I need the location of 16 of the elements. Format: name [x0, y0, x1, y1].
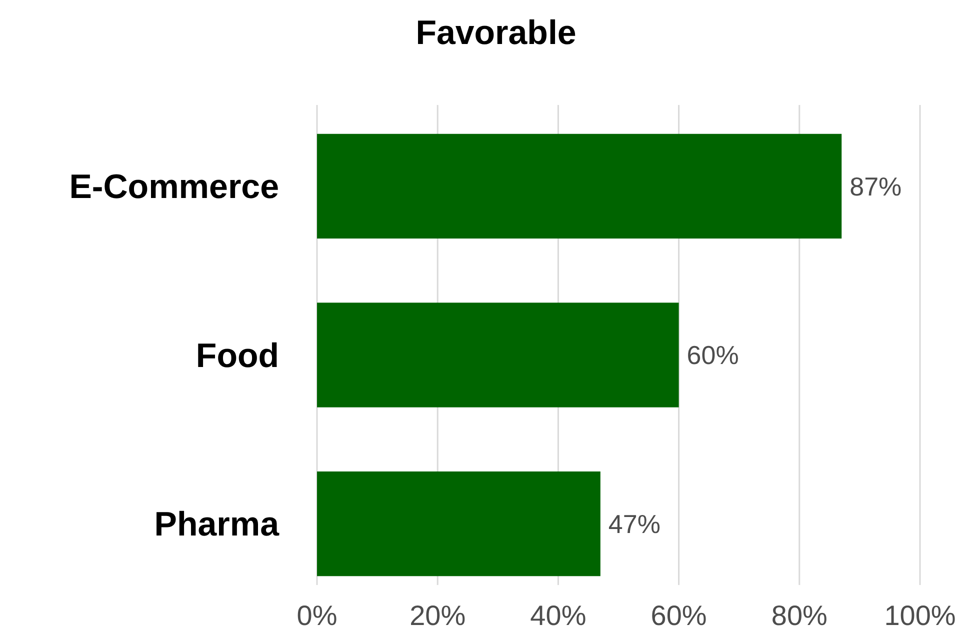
- chart-title: Favorable: [416, 14, 576, 52]
- bar: [317, 302, 679, 408]
- x-tick-label: 100%: [884, 600, 956, 631]
- y-tick-label: Food: [196, 336, 279, 375]
- data-label: 47%: [608, 508, 660, 539]
- data-label: 60%: [686, 340, 739, 370]
- bar: [317, 471, 600, 576]
- x-tick-label: 40%: [530, 600, 586, 631]
- x-tick-label: 80%: [771, 600, 828, 631]
- y-tick-label: Pharma: [154, 506, 280, 544]
- y-tick-label: E-Commerce: [69, 168, 279, 206]
- bar: [317, 134, 842, 239]
- x-tick-label: 20%: [410, 600, 466, 631]
- data-label: 87%: [850, 171, 902, 202]
- x-tick-label: 60%: [650, 600, 707, 631]
- x-tick-label: 0%: [296, 600, 338, 631]
